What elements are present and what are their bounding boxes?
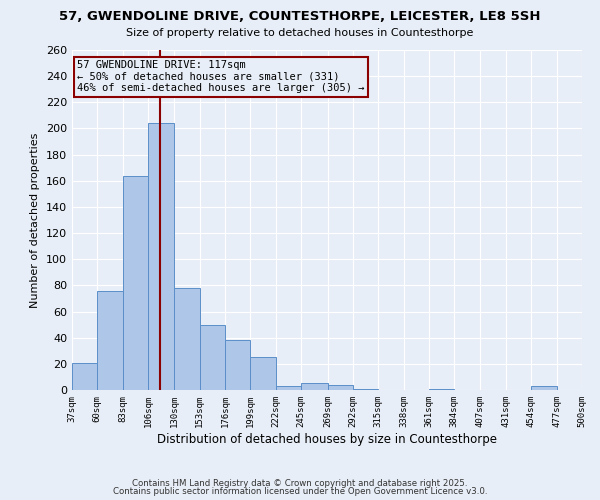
- Bar: [328, 385, 353, 390]
- Bar: [250, 358, 276, 390]
- Bar: [225, 340, 250, 390]
- Bar: [97, 290, 122, 390]
- Bar: [148, 123, 175, 390]
- Bar: [429, 388, 454, 390]
- Text: Contains HM Land Registry data © Crown copyright and database right 2025.: Contains HM Land Registry data © Crown c…: [132, 478, 468, 488]
- Y-axis label: Number of detached properties: Number of detached properties: [31, 132, 40, 308]
- Text: Contains public sector information licensed under the Open Government Licence v3: Contains public sector information licen…: [113, 487, 487, 496]
- Bar: [175, 288, 200, 390]
- Bar: [353, 388, 378, 390]
- Bar: [582, 386, 600, 390]
- Bar: [200, 324, 225, 390]
- Text: 57 GWENDOLINE DRIVE: 117sqm
← 50% of detached houses are smaller (331)
46% of se: 57 GWENDOLINE DRIVE: 117sqm ← 50% of det…: [77, 60, 365, 94]
- Bar: [122, 176, 148, 390]
- Bar: [301, 384, 328, 390]
- Bar: [532, 386, 557, 390]
- Text: 57, GWENDOLINE DRIVE, COUNTESTHORPE, LEICESTER, LE8 5SH: 57, GWENDOLINE DRIVE, COUNTESTHORPE, LEI…: [59, 10, 541, 23]
- Bar: [276, 386, 301, 390]
- X-axis label: Distribution of detached houses by size in Countesthorpe: Distribution of detached houses by size …: [157, 432, 497, 446]
- Bar: [72, 362, 97, 390]
- Text: Size of property relative to detached houses in Countesthorpe: Size of property relative to detached ho…: [127, 28, 473, 38]
